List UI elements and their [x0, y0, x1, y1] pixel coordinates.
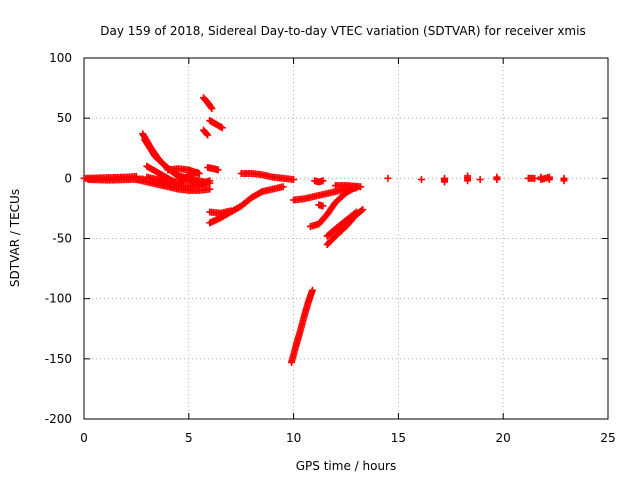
data-point-marker	[417, 176, 425, 184]
data-point-marker	[441, 178, 449, 186]
y-tick-label: 0	[64, 171, 72, 185]
data-point-marker	[319, 177, 327, 185]
data-point-marker	[560, 177, 568, 185]
y-tick-label: 100	[49, 51, 72, 65]
y-axis-label: SDTVAR / TECUs	[8, 189, 22, 287]
data-point-marker	[308, 286, 316, 294]
data-point-marker	[290, 176, 298, 184]
grid-lines	[84, 58, 608, 419]
data-point-marker	[351, 209, 359, 217]
data-point-marker	[476, 176, 484, 184]
data-points	[80, 94, 568, 366]
y-tick-label: 50	[57, 111, 72, 125]
y-tick-label: -150	[45, 352, 72, 366]
data-point-marker	[218, 124, 226, 132]
x-axis-label: GPS time / hours	[296, 459, 397, 473]
data-point-marker	[206, 177, 214, 185]
axis-ticks	[83, 57, 609, 420]
y-tick-label: -50	[52, 232, 72, 246]
x-tick-label: 20	[496, 431, 511, 445]
data-point-marker	[358, 207, 366, 215]
data-point-marker	[203, 130, 211, 138]
data-point-marker	[279, 183, 287, 191]
data-point-marker	[357, 183, 365, 191]
data-point-marker	[493, 176, 501, 184]
data-point-marker	[464, 177, 472, 185]
data-point-marker	[352, 208, 360, 216]
data-point-marker	[207, 103, 215, 111]
y-tick-label: -200	[45, 412, 72, 426]
x-tick-labels: 0 5 10 15 20 25	[80, 431, 615, 445]
data-point-marker	[195, 170, 203, 178]
data-point-marker	[257, 188, 265, 196]
data-point-marker	[206, 185, 214, 193]
x-tick-label: 5	[185, 431, 193, 445]
x-tick-label: 10	[286, 431, 301, 445]
data-point-marker	[359, 206, 367, 214]
x-tick-label: 0	[80, 431, 88, 445]
data-point-marker	[531, 174, 539, 182]
data-point-marker	[208, 105, 216, 113]
x-tick-label: 15	[391, 431, 406, 445]
y-tick-label: -100	[45, 292, 72, 306]
x-tick-label: 25	[600, 431, 615, 445]
y-tick-labels: 100 50 0 -50 -100 -150 -200	[45, 51, 72, 426]
plot-frame	[83, 57, 609, 420]
data-point-marker	[384, 174, 392, 182]
data-point-marker	[214, 166, 222, 174]
data-point-marker	[319, 202, 327, 210]
data-point-marker	[545, 176, 553, 184]
chart-title: Day 159 of 2018, Sidereal Day-to-day VTE…	[100, 24, 585, 38]
data-point-marker	[204, 131, 212, 139]
